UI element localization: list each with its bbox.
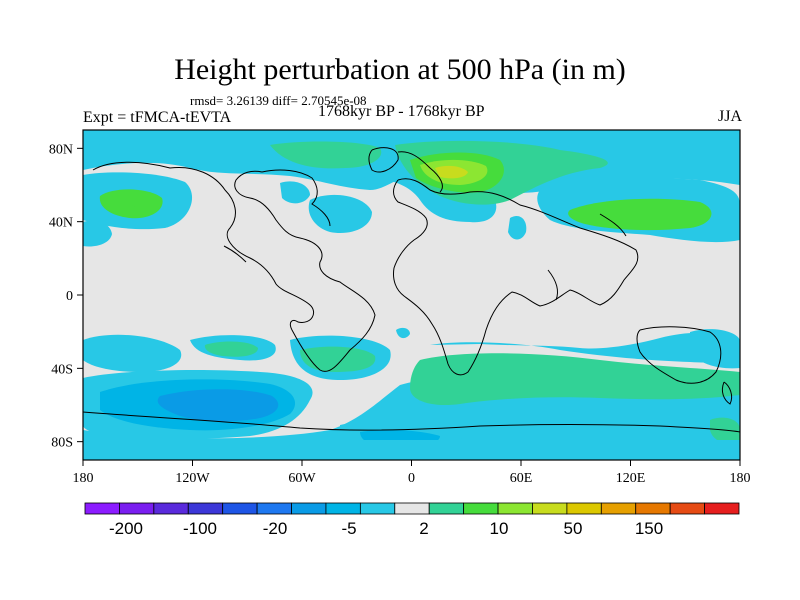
- contour-region: [83, 440, 740, 460]
- coastline: [721, 381, 733, 405]
- contour-region: [130, 192, 154, 209]
- contour-region: [435, 165, 468, 179]
- contour-region: [300, 346, 376, 372]
- coastline: [261, 169, 331, 227]
- y-tick-label: 40N: [49, 216, 73, 231]
- contour-region: [508, 215, 527, 240]
- coastline: [599, 213, 627, 237]
- season-label: JJA: [717, 108, 742, 125]
- contour-region: [270, 141, 382, 169]
- contour-region: [430, 332, 740, 363]
- y-tick-label: 80S: [51, 436, 73, 451]
- colorbar-swatch: [704, 502, 740, 515]
- colorbar-swatch: [325, 502, 361, 515]
- colorbar-swatch: [394, 502, 430, 515]
- contour-region: [710, 417, 740, 446]
- colorbar-swatch: [428, 502, 465, 515]
- colorbar-swatch: [291, 502, 327, 515]
- coastline: [223, 245, 247, 263]
- colorbar: -200 -100 -20 -5 2 10 50 150: [84, 502, 740, 538]
- map-plot-area: 180 120W 60W 0 60E 120E 180 80N 40N 0 40S 80S: [49, 129, 751, 486]
- contour-region: [204, 341, 258, 357]
- colorbar-swatch: [566, 502, 602, 515]
- x-tick-label: 60W: [288, 471, 316, 486]
- coastline: [397, 151, 443, 193]
- y-tick-label: 80N: [49, 142, 73, 157]
- period-label: 1768kyr BP - 1768kyr BP: [318, 103, 485, 120]
- x-tick-label: 180: [730, 471, 751, 486]
- contour-region: [157, 389, 279, 422]
- coastline: [636, 326, 722, 384]
- colorbar-swatch: [222, 502, 258, 515]
- x-tick-label: 60E: [510, 471, 533, 486]
- colorbar-label: -5: [341, 519, 356, 538]
- colorbar-label: 150: [635, 519, 663, 538]
- colorbar-label: -200: [109, 519, 143, 538]
- colorbar-swatch: [256, 502, 292, 515]
- colorbar-swatch: [119, 502, 155, 515]
- plot-title: Height perturbation at 500 hPa (in m): [174, 53, 626, 86]
- experiment-label: Expt = tFMCA-tEVTA: [83, 109, 232, 126]
- contour-region: [83, 334, 182, 372]
- colorbar-label: 50: [564, 519, 583, 538]
- contour-region: [83, 220, 112, 247]
- coastlines: [83, 147, 740, 433]
- contour-region: [308, 194, 372, 234]
- colorbar-swatch: [84, 502, 120, 515]
- y-tick-label: 0: [66, 289, 73, 304]
- coastline: [83, 411, 740, 433]
- contour-region: [690, 329, 740, 369]
- coastline: [393, 178, 639, 376]
- colorbar-label: -100: [183, 519, 217, 538]
- coastline: [92, 161, 376, 372]
- colorbar-label: 10: [490, 519, 509, 538]
- y-tick-label: 40S: [51, 362, 73, 377]
- colorbar-label: -20: [263, 519, 288, 538]
- contour-region: [83, 134, 250, 168]
- colorbar-swatch: [463, 502, 499, 515]
- colorbar-swatch: [153, 502, 189, 515]
- contour-fills: [83, 130, 740, 460]
- axis-ticks: 180 120W 60W 0 60E 120E 180 80N 40N 0 40S 80S: [49, 142, 751, 486]
- colorbar-swatch: [359, 502, 396, 515]
- contour-region: [568, 198, 712, 231]
- stats-label: rmsd= 3.26139 diff= 2.70545e-08: [190, 93, 367, 108]
- colorbar-swatch: [669, 502, 705, 515]
- colorbar-swatch: [532, 502, 568, 515]
- colorbar-swatch: [635, 502, 671, 515]
- x-tick-label: 180: [73, 471, 94, 486]
- coastline: [547, 269, 559, 301]
- contour-region: [360, 171, 497, 223]
- x-tick-label: 0: [408, 471, 415, 486]
- colorbar-swatch: [187, 502, 224, 515]
- x-tick-label: 120W: [175, 471, 210, 486]
- colorbar-swatch: [497, 502, 533, 515]
- coastline: [368, 147, 399, 173]
- contour-region: [410, 353, 740, 406]
- colorbar-swatch: [600, 502, 637, 515]
- x-tick-label: 120E: [616, 471, 646, 486]
- contour-region: [280, 181, 310, 204]
- contour-region: [396, 327, 410, 339]
- colorbar-label: 2: [419, 519, 428, 538]
